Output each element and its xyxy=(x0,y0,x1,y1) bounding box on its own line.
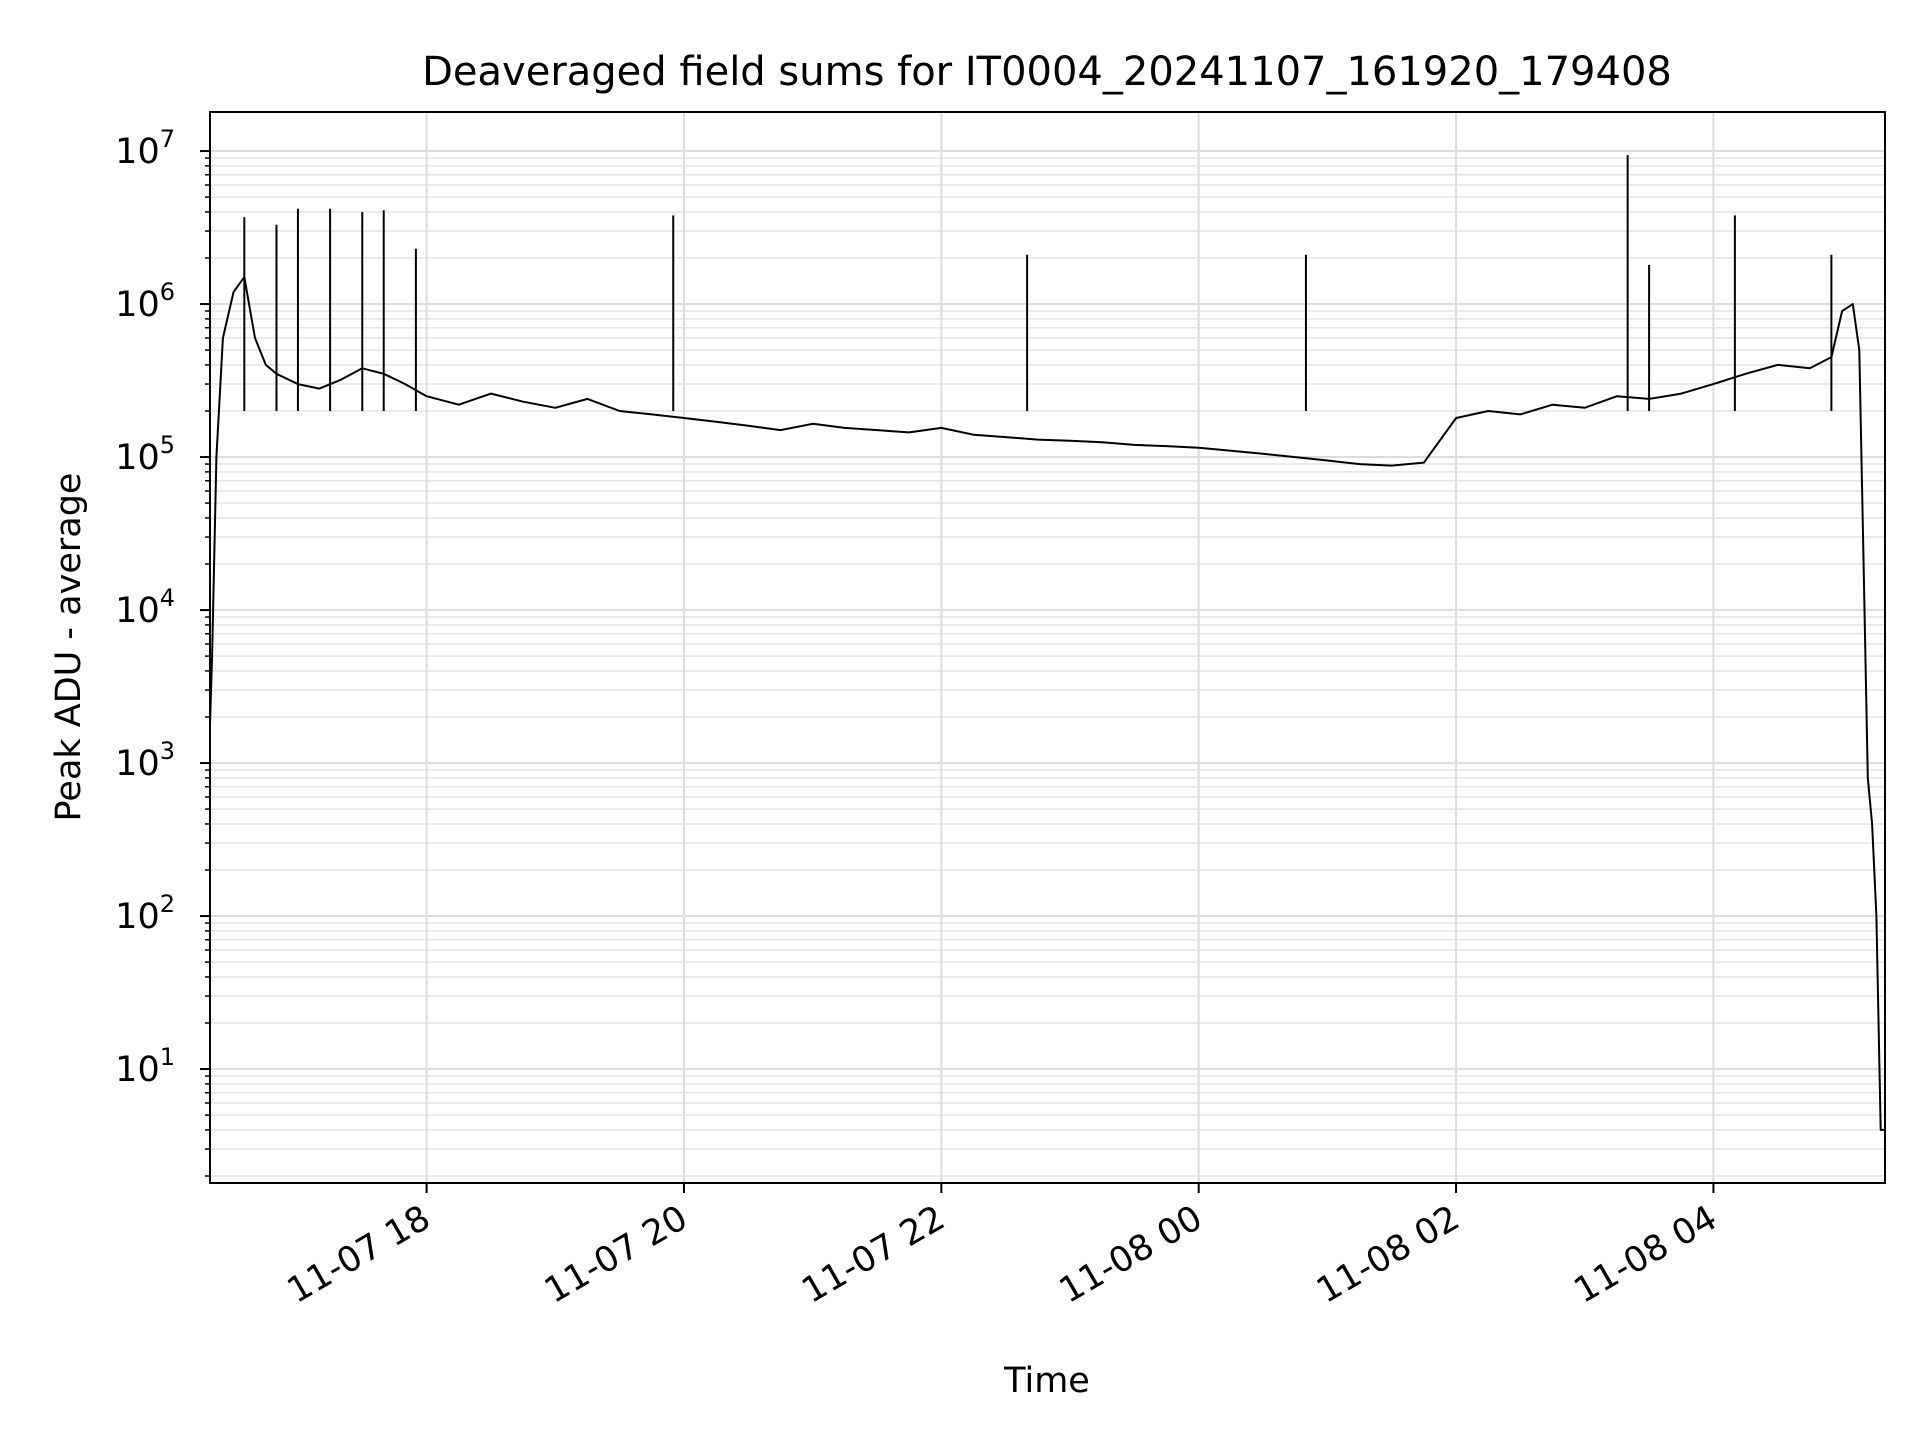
y-tick-label: 104 xyxy=(115,584,175,631)
y-tick-label: 107 xyxy=(115,125,175,172)
y-tick-label: 106 xyxy=(115,278,175,325)
y-tick-label: 103 xyxy=(115,737,175,784)
grid-lines xyxy=(210,112,1885,1183)
series-layer xyxy=(209,155,1885,1131)
series-line xyxy=(209,276,1885,1131)
chart-title: Deaveraged field sums for IT0004_2024110… xyxy=(422,49,1672,95)
y-axis-label: Peak ADU - average xyxy=(49,473,89,822)
y-axis: 101 102 103 104 105 106 107 xyxy=(115,125,210,1177)
x-axis-label: Time xyxy=(1003,1361,1090,1401)
y-tick-label: 105 xyxy=(115,431,175,478)
y-tick-label: 102 xyxy=(115,890,175,937)
y-tick-label: 101 xyxy=(115,1043,175,1090)
plot-frame xyxy=(209,111,1886,1184)
